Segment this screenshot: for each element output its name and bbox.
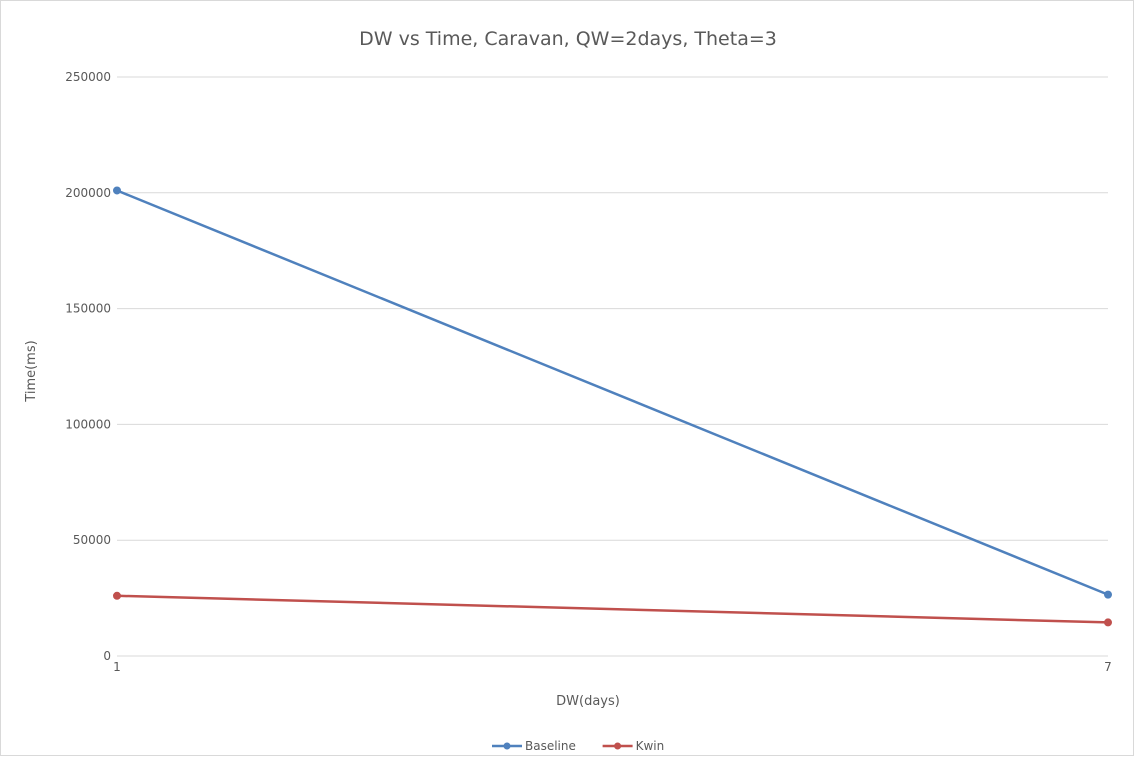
x-axis-title: DW(days)	[556, 694, 620, 709]
y-tick-label: 250000	[65, 70, 111, 84]
y-axis-title: Time(ms)	[24, 340, 39, 402]
gridlines	[117, 76, 1108, 657]
chart-title: DW vs Time, Caravan, QW=2days, Theta=3	[359, 28, 777, 50]
data-point	[1104, 590, 1112, 599]
data-point	[113, 591, 121, 600]
legend: Baseline Kwin	[492, 739, 664, 753]
series-lines	[113, 186, 1112, 627]
y-tick-label: 200000	[65, 186, 111, 200]
legend-item-baseline: Baseline	[492, 739, 576, 753]
legend-item-kwin: Kwin	[602, 739, 665, 753]
y-tick-label: 0	[103, 649, 111, 663]
series-kwin	[113, 591, 1112, 627]
legend-swatch-marker	[614, 742, 622, 750]
data-point	[1104, 618, 1112, 627]
series-baseline	[113, 186, 1112, 599]
data-point	[113, 186, 121, 195]
series-line	[116, 189, 1109, 596]
series-line	[116, 594, 1109, 624]
y-tick-label: 150000	[65, 302, 111, 316]
y-tick-label: 100000	[65, 417, 111, 431]
x-tick-label: 7	[1104, 660, 1112, 674]
y-axis-ticks: 0 50000 100000 150000 200000 250000	[65, 70, 111, 663]
legend-swatch-marker	[503, 742, 511, 750]
x-tick-label: 1	[113, 660, 121, 674]
legend-label: Kwin	[636, 739, 665, 753]
y-tick-label: 50000	[73, 533, 111, 547]
legend-label: Baseline	[525, 739, 576, 753]
